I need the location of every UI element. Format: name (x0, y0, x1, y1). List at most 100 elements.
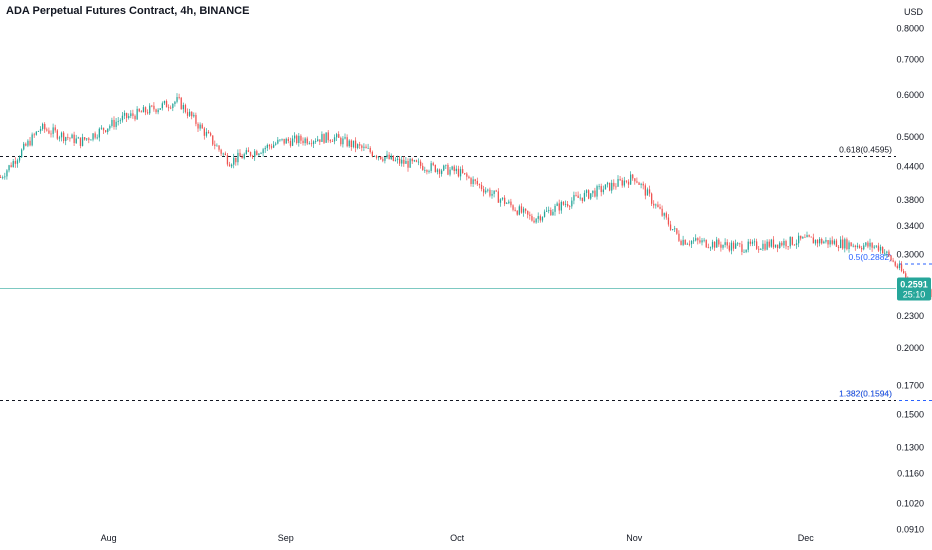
candle (123, 110, 126, 120)
candle (14, 157, 16, 168)
candle (168, 104, 170, 112)
candle (541, 216, 544, 223)
candle (890, 254, 892, 262)
candle (638, 181, 640, 185)
candle (119, 118, 121, 124)
y-tick-label: 0.3800 (896, 195, 924, 205)
candle (222, 152, 224, 157)
candle (218, 145, 220, 152)
candle (144, 106, 147, 116)
candle (306, 136, 308, 146)
candle (294, 132, 296, 143)
candle (669, 220, 672, 231)
candle (699, 236, 701, 244)
candle (821, 237, 823, 245)
candle (142, 105, 145, 113)
candle (472, 176, 474, 188)
candle (682, 235, 684, 247)
candle (46, 127, 48, 132)
candle (711, 239, 714, 250)
candle (287, 136, 289, 144)
candle (319, 139, 321, 146)
candle (258, 153, 260, 157)
candle (892, 257, 894, 263)
candle (42, 122, 44, 131)
candle (760, 247, 762, 251)
candle (2, 175, 4, 180)
candle (191, 111, 193, 120)
candle (375, 154, 378, 160)
candle (640, 182, 642, 189)
y-tick-label: 0.3400 (896, 221, 924, 231)
candle (281, 138, 283, 142)
candle (688, 240, 691, 247)
candle (728, 242, 730, 253)
candle (564, 200, 567, 208)
candle (457, 165, 460, 178)
candle (483, 185, 485, 197)
candle (346, 134, 348, 148)
candle (552, 208, 554, 216)
candle (852, 243, 854, 248)
candle (611, 179, 613, 194)
candle (35, 131, 37, 136)
candle (426, 169, 428, 175)
candle (71, 133, 73, 139)
candle (147, 109, 149, 115)
candle (766, 239, 768, 251)
candle (814, 239, 817, 246)
candle (266, 143, 268, 152)
candle (380, 156, 382, 160)
candle (237, 149, 239, 166)
candle (65, 136, 67, 146)
candle (888, 249, 890, 258)
candle (409, 157, 411, 168)
candle (199, 122, 201, 131)
y-tick-label: 0.2000 (896, 343, 924, 353)
candle (23, 141, 25, 151)
candle (674, 225, 676, 233)
candle (443, 164, 445, 172)
candle (703, 237, 705, 243)
candle (604, 184, 607, 190)
candle (556, 201, 558, 207)
candle (722, 244, 724, 250)
candle (338, 131, 340, 138)
candle (155, 108, 157, 115)
candle (718, 238, 720, 247)
candle (455, 165, 457, 174)
y-tick-label: 0.7000 (896, 54, 924, 64)
y-tick-label: 0.2300 (896, 311, 924, 321)
candle (865, 242, 867, 247)
candle (546, 206, 548, 213)
candle (462, 165, 464, 174)
candle (535, 218, 537, 224)
x-tick-label: Nov (626, 533, 643, 543)
candle (350, 139, 352, 151)
candle (170, 105, 172, 110)
current-price-value: 0.2591 (900, 279, 928, 289)
candle (470, 176, 472, 187)
candle (18, 155, 21, 163)
candle (749, 238, 751, 247)
candle (189, 108, 191, 117)
candle (613, 179, 615, 190)
candle (795, 239, 798, 249)
candle (798, 232, 800, 248)
candle (678, 230, 680, 243)
candle (594, 187, 596, 198)
candle (132, 109, 134, 119)
candle (394, 157, 397, 162)
candle (499, 198, 502, 207)
candle (352, 140, 355, 149)
candle (136, 106, 138, 120)
candle (575, 191, 577, 197)
candle (399, 156, 401, 166)
candle (447, 163, 449, 176)
candle (590, 193, 592, 201)
candle (554, 203, 556, 216)
candle (514, 207, 516, 212)
candle (686, 242, 688, 245)
candle (745, 249, 747, 254)
